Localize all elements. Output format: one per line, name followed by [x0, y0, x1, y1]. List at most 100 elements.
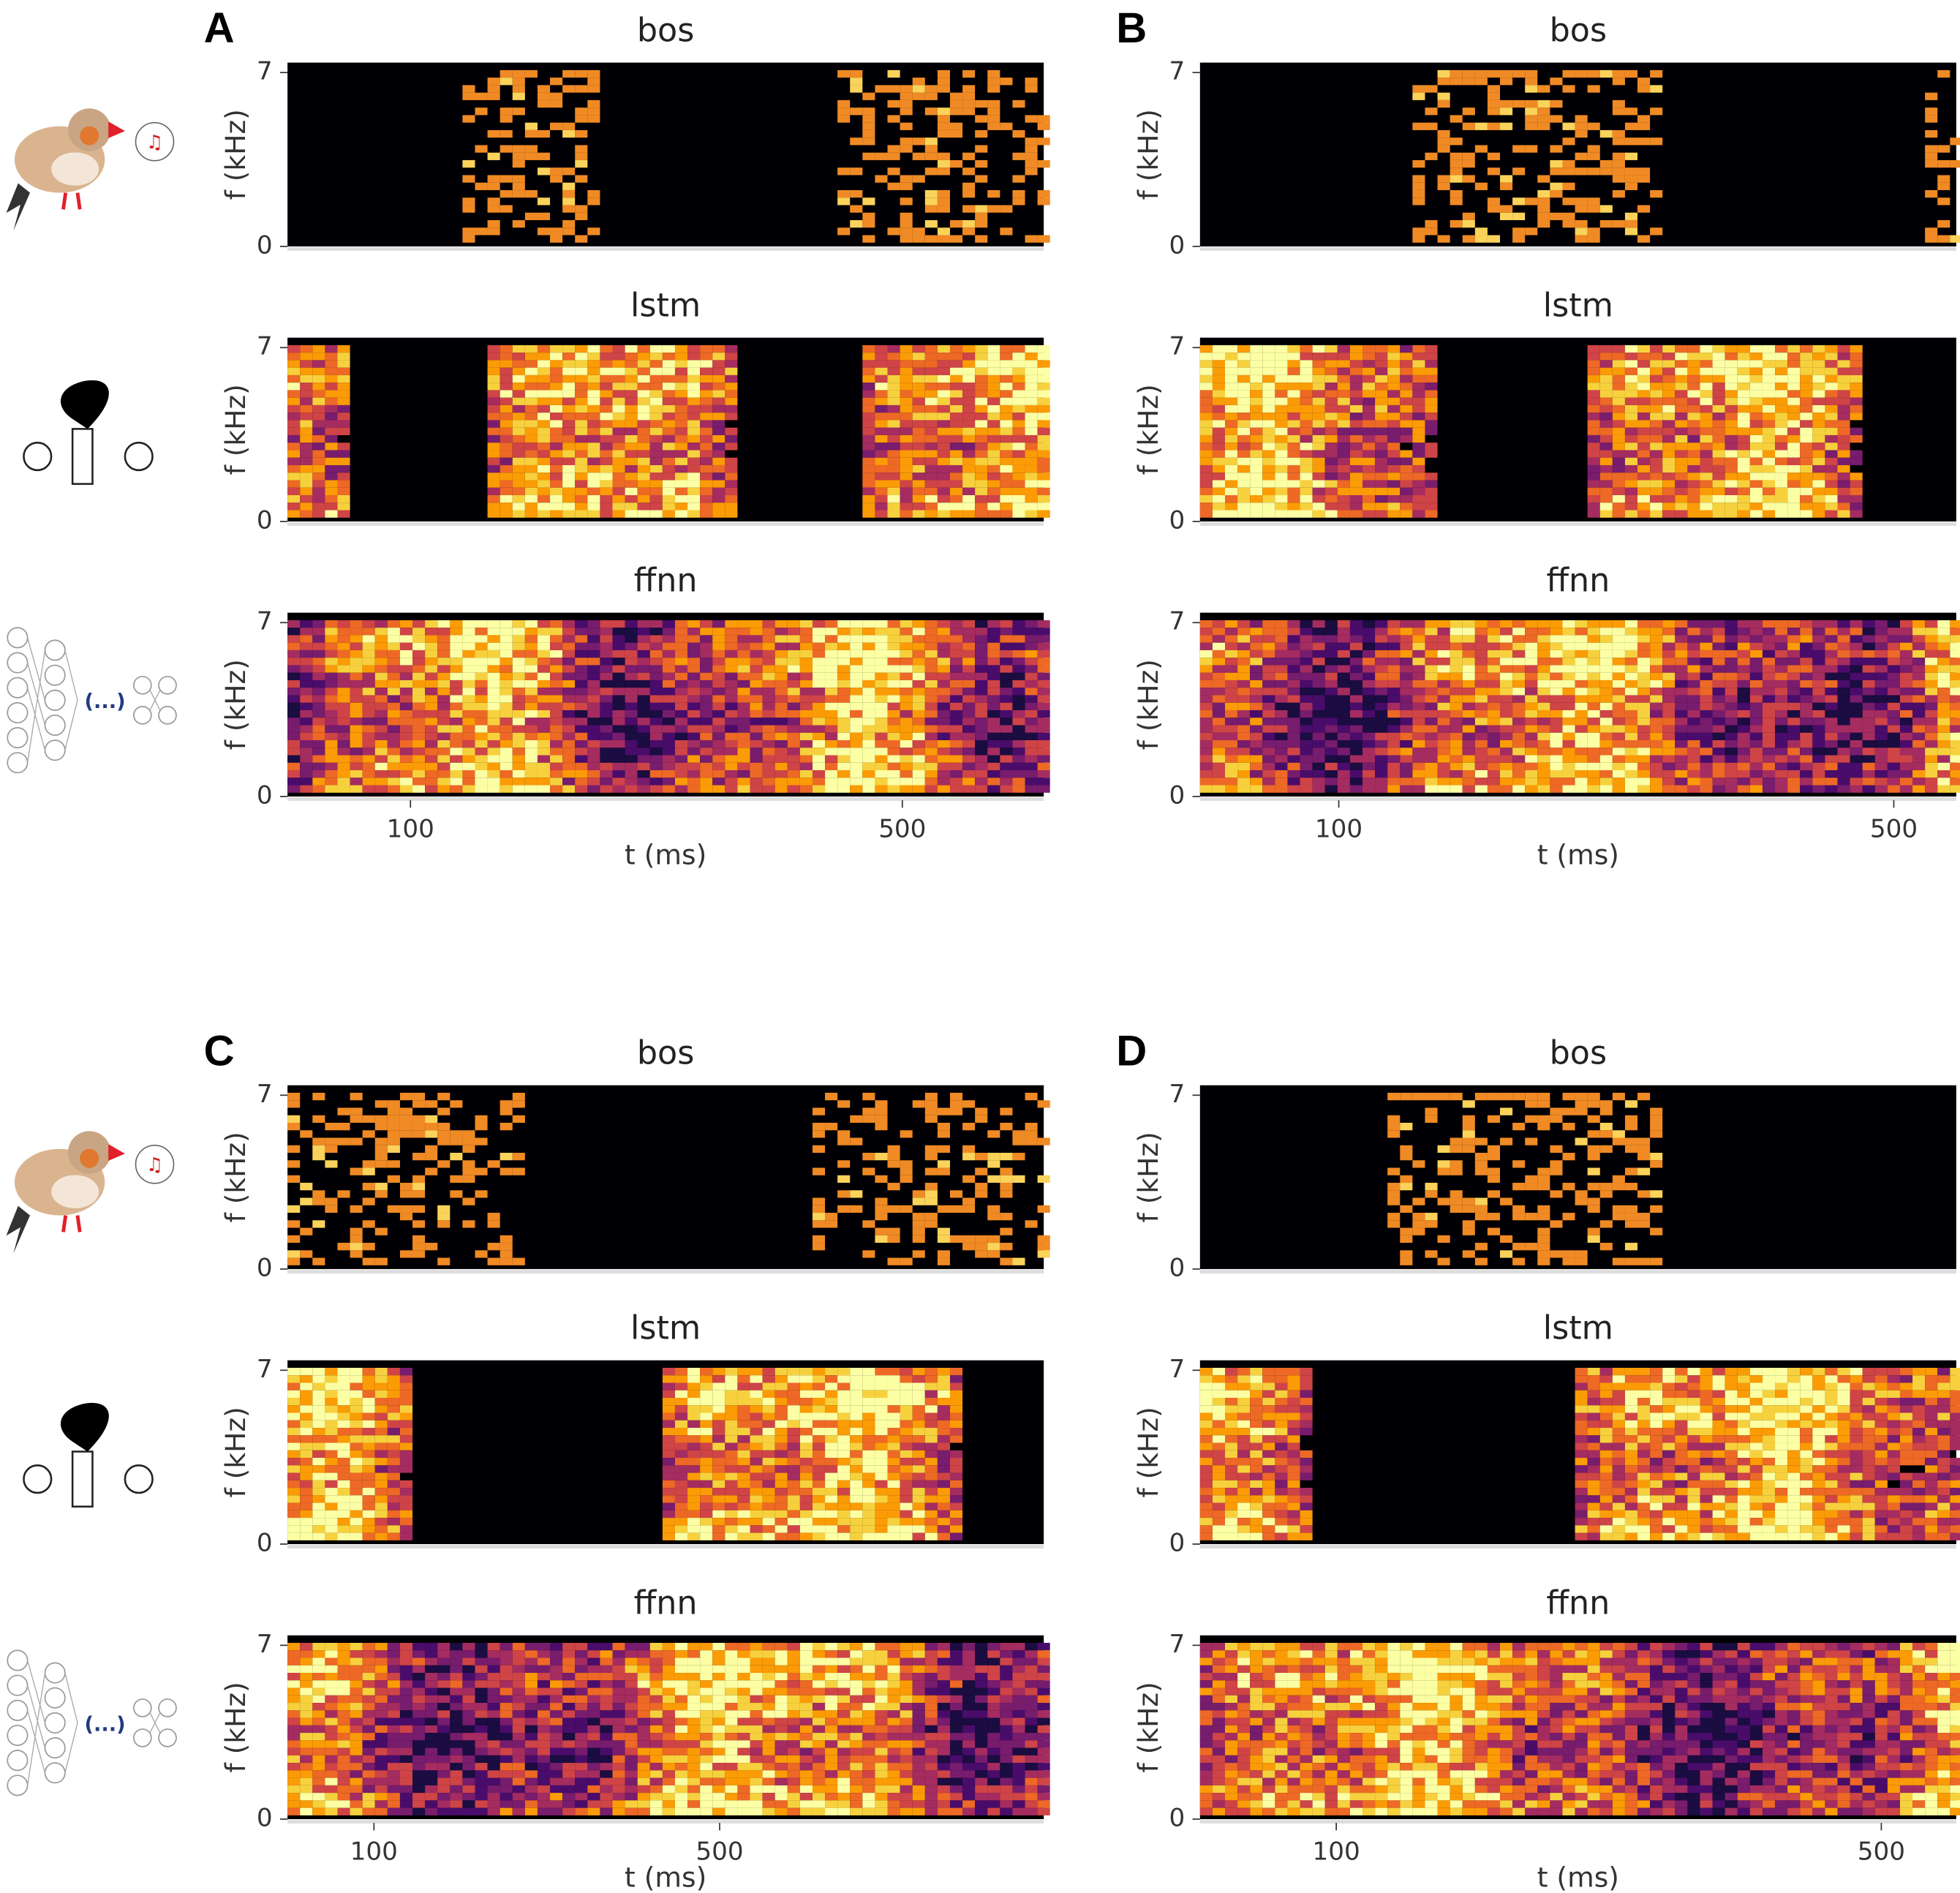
spectrogram-cell — [1599, 450, 1613, 458]
spectrogram-cell — [762, 695, 775, 703]
spectrogram-cell — [1212, 487, 1225, 495]
spectrogram-cell — [750, 702, 763, 710]
spectrogram-cell — [500, 770, 513, 778]
spectrogram-cell — [825, 665, 838, 673]
spectrogram-cell — [1275, 457, 1288, 465]
spectrogram-cell — [1787, 480, 1801, 488]
spectrogram-cell — [1712, 635, 1725, 643]
spectrogram-cell — [625, 367, 638, 375]
spectrogram-cell — [1662, 770, 1676, 778]
spectrogram-cell — [799, 702, 813, 710]
spectrogram-cell — [512, 718, 525, 726]
spectrogram-cell — [1725, 702, 1738, 710]
spectrogram-cell — [1512, 672, 1526, 680]
spectrogram-cell — [550, 718, 563, 726]
spectrogram-cell — [1412, 762, 1425, 771]
spectrogram-cell — [1425, 718, 1438, 726]
spectrogram-cell — [1412, 227, 1425, 236]
spectrogram-cell — [962, 404, 976, 413]
spectrogram-cell — [287, 443, 301, 451]
spectrogram-cell — [487, 205, 500, 213]
spectrogram-cell — [850, 672, 863, 680]
spectrogram-cell — [1012, 510, 1025, 518]
spectrogram-cell — [625, 620, 638, 628]
spectrogram-cell — [1000, 375, 1013, 383]
spectrogram-cell — [637, 404, 650, 413]
spectrogram-cell — [1237, 762, 1251, 771]
spectrogram-cell — [1000, 725, 1013, 733]
spectrogram-cell — [625, 785, 638, 793]
spectrogram-cell — [625, 718, 638, 726]
spectrogram-cell — [1324, 695, 1338, 703]
spectrogram-cell — [524, 762, 538, 771]
spectrogram-cell — [1387, 695, 1401, 703]
spectrogram-cell — [875, 695, 888, 703]
spectrogram-cell — [1462, 739, 1475, 748]
spectrogram-cell — [937, 159, 950, 168]
spectrogram-cell — [550, 620, 563, 628]
spectrogram-cell — [500, 710, 513, 718]
spectrogram-cell — [1375, 702, 1388, 710]
spectrogram-cell — [1037, 725, 1050, 733]
spectrogram-cell — [1362, 480, 1376, 488]
spectrogram-cell — [1837, 680, 1850, 688]
spectrogram-cell — [1775, 702, 1788, 710]
spectrogram-cell — [600, 748, 613, 756]
spectrogram-cell — [1637, 138, 1651, 146]
spectrogram-cell — [750, 650, 763, 658]
spectrogram-cell — [1450, 680, 1463, 688]
spectrogram-cell — [1937, 182, 1950, 190]
spectrogram-cell — [1250, 480, 1263, 488]
spectrogram-cell — [1025, 732, 1038, 740]
spectrogram-cell — [1450, 665, 1463, 673]
spectrogram-cell — [1637, 650, 1651, 658]
spectrogram-cell — [1925, 152, 1938, 160]
spectrogram-cell — [1687, 650, 1700, 658]
spectrogram-cell — [412, 732, 426, 740]
spectrogram-cell — [1275, 785, 1288, 793]
spectrogram-cell — [850, 710, 863, 718]
spectrogram-cell — [1000, 434, 1013, 443]
spectrogram-cell — [649, 443, 663, 451]
spectrogram-cell — [674, 718, 688, 726]
spectrogram-cell — [924, 450, 938, 458]
spectrogram-cell — [700, 360, 713, 368]
spectrogram-cell — [600, 770, 613, 778]
spectrogram-cell — [1275, 702, 1288, 710]
spectrogram-cell — [1837, 360, 1850, 368]
spectrogram-cell — [500, 443, 513, 451]
spectrogram-cell — [1262, 658, 1275, 666]
spectrogram-cell — [1349, 718, 1363, 726]
spectrogram-cell — [1337, 725, 1350, 733]
spectrogram-cell — [1662, 718, 1676, 726]
spectrogram-cell — [700, 702, 713, 710]
spectrogram-cell — [1512, 145, 1526, 153]
spectrogram-cell — [575, 69, 588, 78]
spectrogram-cell — [1850, 503, 1863, 511]
heatmap — [287, 337, 1050, 522]
spectrogram-cell — [1412, 739, 1425, 748]
spectrogram-cell — [1412, 487, 1425, 495]
spectrogram-cell — [725, 510, 738, 518]
spectrogram-cell — [300, 635, 313, 643]
spectrogram-cell — [1637, 457, 1651, 465]
spectrogram-cell — [962, 487, 976, 495]
spectrogram-cell — [1662, 695, 1676, 703]
spectrogram-cell — [987, 688, 1000, 696]
spectrogram-cell — [637, 487, 650, 495]
spectrogram-cell — [949, 718, 963, 726]
spectrogram-cell — [687, 434, 701, 443]
spectrogram-cell — [1275, 770, 1288, 778]
spectrogram-cell — [1425, 688, 1438, 696]
spectrogram-cell — [1837, 480, 1850, 488]
spectrogram-cell — [550, 360, 563, 368]
spectrogram-cell — [1387, 748, 1401, 756]
spectrogram-cell — [862, 755, 875, 763]
spectrogram-cell — [487, 129, 500, 138]
spectrogram-cell — [1825, 785, 1838, 793]
spectrogram-cell — [649, 434, 663, 443]
spectrogram-cell — [1662, 672, 1676, 680]
spectrogram-cell — [725, 628, 738, 636]
spectrogram-cell — [700, 770, 713, 778]
spectrogram-cell — [1537, 642, 1550, 650]
